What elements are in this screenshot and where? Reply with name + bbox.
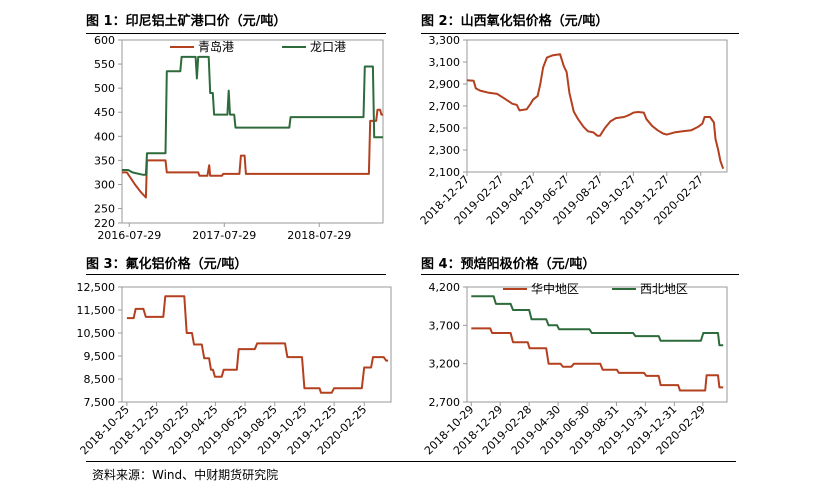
y-tick-label: 3,300 [429,34,461,47]
y-tick-label: 9,500 [84,350,116,363]
y-tick-label: 2,300 [429,144,461,157]
figure-1-number: 图 1： [86,14,126,29]
y-tick-label: 3,100 [429,56,461,69]
y-tick-label: 3,700 [429,319,461,332]
series-line-西北地区 [471,295,724,347]
y-tick-label: 12,500 [77,281,116,294]
y-tick-label: 11,500 [77,304,116,317]
figure-4-title: 图 4：预焙阳极价格（元/吨） [421,253,595,272]
y-tick-label: 3,200 [429,358,461,371]
figure-1-title: 图 1：印尼铝土矿港口价（元/吨） [86,10,286,29]
legend-label: 西北地区 [640,282,688,296]
y-tick-label: 10,500 [77,327,116,340]
figure-2-number: 图 2： [421,14,461,29]
figure-3-panel: 图 3：氟化铝价格（元/吨） [86,253,386,458]
y-tick-label: 300 [94,178,115,191]
source-note: 资料来源：Wind、中财期货研究院 [92,468,279,482]
y-tick-label: 2,500 [429,122,461,135]
y-tick-label: 8,500 [84,373,116,386]
y-tick-label: 7,500 [84,396,116,409]
series-line-s0 [126,295,389,394]
figure-4-panel: 图 4：预焙阳极价格（元/吨） [421,253,739,458]
source-rule [86,461,736,462]
y-tick-label: 600 [94,34,115,47]
y-tick-label: 450 [94,106,115,119]
figure-3-title-text: 氟化铝价格（元/吨） [125,257,248,272]
plot-frame [466,286,728,403]
figure-1-title-rule [86,33,386,34]
plot-frame [121,39,384,224]
y-tick-label: 2,700 [429,100,461,113]
plot-frame [121,286,392,403]
figure-3-title-rule [86,274,386,275]
figure-4-title-rule [421,274,739,275]
y-tick-label: 2,700 [429,396,461,409]
figure-3-number: 图 3： [86,257,126,272]
legend-label: 青岛港 [198,39,234,54]
y-tick-label: 250 [94,203,115,216]
y-tick-label: 500 [94,82,115,95]
y-tick-label: 220 [94,217,115,230]
y-tick-label: 400 [94,130,115,143]
figure-1-title-text: 印尼铝土矿港口价（元/吨） [125,14,287,29]
series-line-青岛港 [122,108,383,199]
x-tick-label: 2017-07-29 [192,229,256,242]
y-tick-label: 4,200 [429,281,461,294]
x-tick-label: 2018-07-29 [287,229,351,242]
y-tick-label: 2,100 [429,166,461,179]
figure-1-panel: 图 1：印尼铝土矿港口价（元/吨） [86,10,386,250]
y-tick-label: 550 [94,58,115,71]
series-line-龙口港 [122,55,383,176]
figure-2-panel: 图 2：山西氧化铝价格（元/吨） [421,10,739,250]
figure-4-title-text: 预焙阳极价格（元/吨） [460,257,596,272]
legend-label: 华中地区 [531,281,579,296]
series-line-华中地区 [471,327,724,392]
x-tick-label: 2016-07-29 [97,229,161,242]
figure-2-title-rule [421,33,739,34]
legend-label: 龙口港 [310,40,346,54]
series-line-s0 [466,53,725,170]
figure-3-title: 图 3：氟化铝价格（元/吨） [86,253,247,272]
y-tick-label: 2,900 [429,78,461,91]
y-tick-label: 350 [94,154,115,167]
figure-4-number: 图 4： [421,257,461,272]
figure-2-title: 图 2：山西氧化铝价格（元/吨） [421,10,608,29]
figure-2-title-text: 山西氧化铝价格（元/吨） [460,14,609,29]
